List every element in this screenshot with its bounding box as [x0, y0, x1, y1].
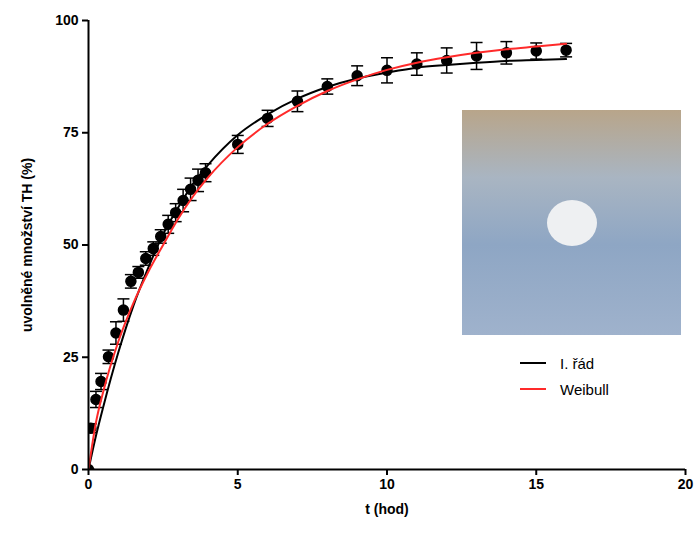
svg-text:5: 5 — [234, 476, 242, 492]
svg-text:50: 50 — [63, 236, 79, 252]
html-text:Weibull: Weibull — [560, 380, 609, 398]
svg-text:20: 20 — [678, 476, 694, 492]
svg-text:25: 25 — [63, 349, 79, 365]
svg-text:0: 0 — [71, 461, 79, 477]
svg-text:uvolněné množství TH (%): uvolněné množství TH (%) — [19, 158, 35, 332]
svg-text:10: 10 — [379, 476, 395, 492]
svg-text:100: 100 — [55, 12, 79, 28]
svg-text:15: 15 — [528, 476, 544, 492]
svg-text:t (hod): t (hod) — [365, 501, 409, 517]
svg-text:0: 0 — [85, 476, 93, 492]
svg-text:75: 75 — [63, 124, 79, 140]
html-text:I. řád: I. řád — [560, 354, 595, 372]
